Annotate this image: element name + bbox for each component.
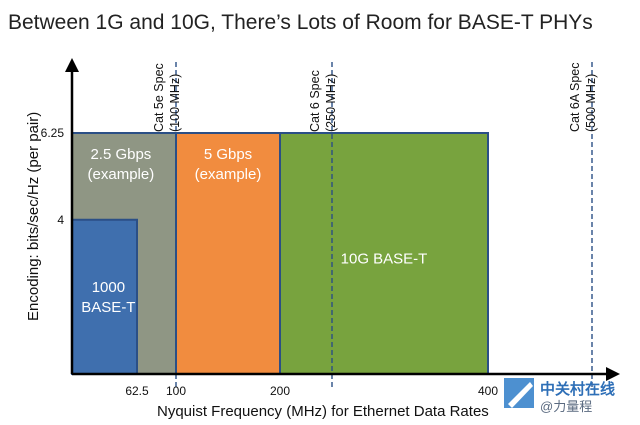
region-label-1000: BASE-T [81, 299, 135, 316]
y-axis-label: Encoding: bits/sec/Hz (per pair) [25, 112, 42, 321]
watermark-logo-stroke-icon [508, 382, 533, 408]
region-label-2-5g: 2.5 Gbps [90, 146, 151, 163]
regions-group: 10G BASE-T 2.5 Gbps (example) 5 Gbps (exampl… [71, 132, 489, 375]
spec-label-cat6a: Cat 6A Spec [568, 63, 582, 133]
x-tick-label: 200 [270, 384, 290, 398]
region-label-5g: (example) [195, 166, 262, 183]
y-tick-label: 6.25 [41, 126, 65, 140]
x-tick-label: 62.5 [125, 384, 149, 398]
ticks-group: 62.5 100 200 400 4 6.25 [41, 126, 499, 398]
region-5g [175, 132, 281, 375]
x-tick-label: 100 [166, 384, 186, 398]
spec-label-cat6a: (500 MHz) [584, 74, 598, 132]
x-tick-label: 400 [478, 384, 498, 398]
x-axis-arrow-icon [606, 367, 620, 381]
region-label-1000: 1000 [92, 279, 125, 296]
region-label-5g: 5 Gbps [204, 146, 252, 163]
region-label-2-5g: (example) [88, 166, 155, 183]
axes-group [65, 58, 620, 381]
spec-label-cat5e: (100 MHz) [168, 74, 182, 132]
spec-label-cat6: Cat 6 Spec [308, 70, 322, 132]
spec-label-cat6: (250 MHz) [324, 74, 338, 132]
watermark: 中关村在线 @力量程 [504, 378, 615, 414]
region-label-10g: 10G BASE-T [341, 250, 428, 267]
watermark-text: 中关村在线 [540, 380, 615, 398]
y-tick-label: 4 [57, 213, 64, 227]
x-axis-label: Nyquist Frequency (MHz) for Ethernet Dat… [157, 403, 489, 420]
region-1000 [71, 218, 138, 375]
spec-lines-group: Cat 5e Spec (100 MHz) Cat 6 Spec (250 MHz) C… [152, 62, 598, 388]
y-axis-arrow-icon [65, 58, 79, 72]
watermark-sub: @力量程 [540, 399, 592, 414]
spec-label-cat5e: Cat 5e Spec [152, 63, 166, 132]
chart-title: Between 1G and 10G, There’s Lots of Room… [8, 11, 593, 34]
